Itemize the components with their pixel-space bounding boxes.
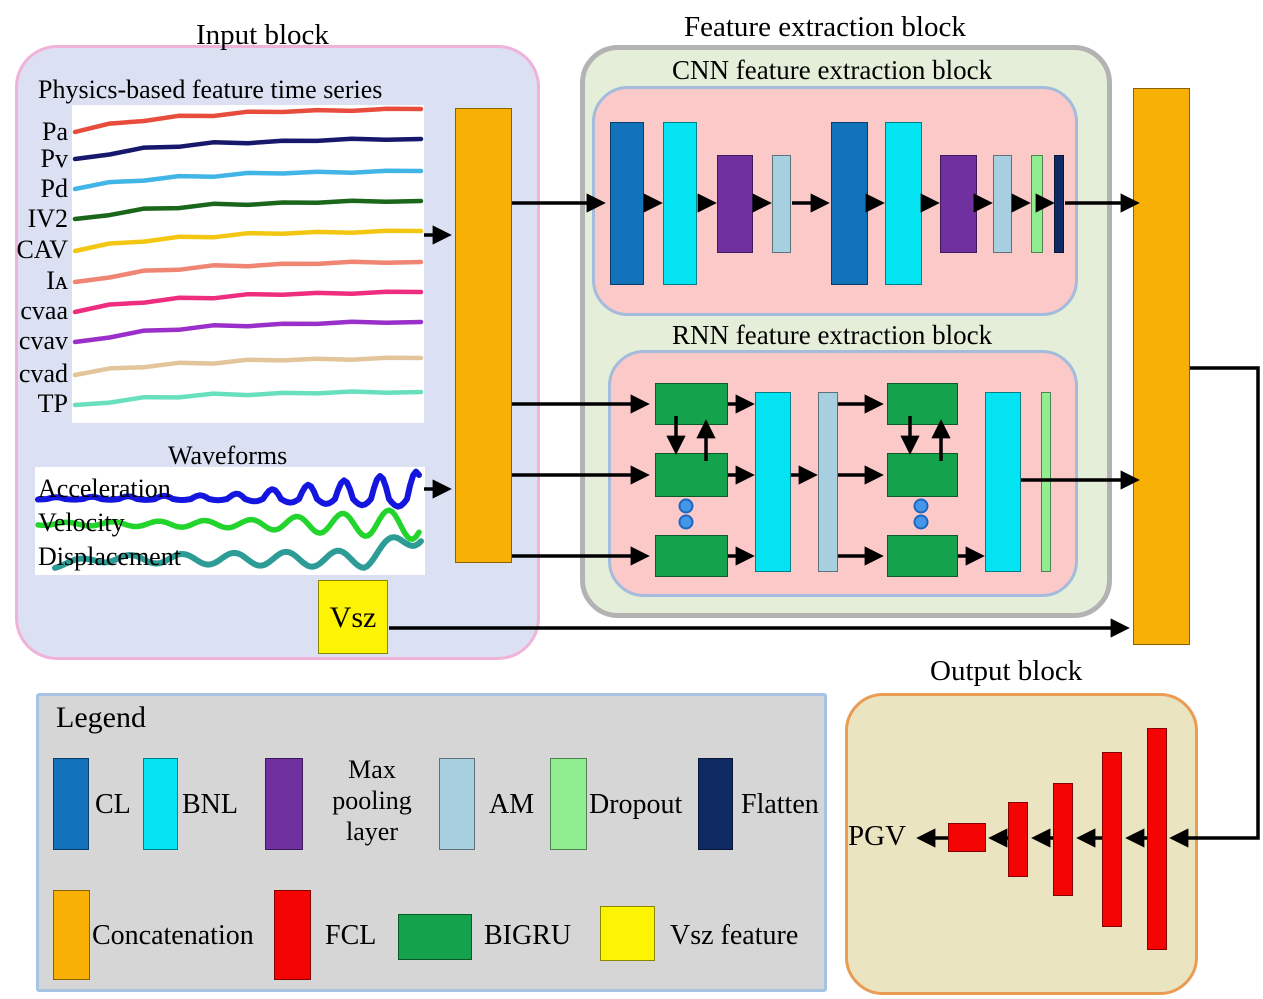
rnn-bigru-a2 [655,453,728,497]
legend-swatch-bigru [398,914,472,960]
rnn-bigru-b3 [887,535,958,577]
rnn-bigru-b1 [887,383,958,425]
ts-label-pa: Pa [42,117,68,146]
ts-label-cvaa: cvaa [20,296,68,325]
cnn-cl-bar-1 [610,122,644,285]
cnn-dropout-bar [1031,155,1043,253]
ts-label-tp: TP [37,389,68,418]
cnn-maxpool-bar-2 [940,155,977,253]
cnn-bnl-bar-1 [663,122,697,285]
ts-label-cvav: cvav [18,326,68,355]
legend-label-bigru: BIGRU [484,920,572,951]
legend-swatch-dropout [550,758,587,850]
ts-label-pd: Pd [40,174,68,203]
legend-swatch-am [439,758,475,850]
rnn-bigru-a3 [655,535,728,577]
feature-block-title: Feature extraction block [684,11,966,43]
legend-swatch-concatenation [53,890,90,980]
wf-label-acceleration: Acceleration [38,474,171,503]
rnn-bnl-bar-2 [985,392,1021,572]
waveform-lines [35,468,424,571]
cnn-block-title: CNN feature extraction block [672,55,993,85]
legend-swatch-maxpool [265,758,303,850]
concatenation-bar-main [1133,88,1190,645]
cnn-bnl-bar-2 [885,122,922,285]
legend-label-am: AM [489,789,535,820]
vsz-label: Vsz [329,601,377,634]
ts-label-iv2: IV2 [27,204,68,233]
legend-swatch-vsz [600,906,655,961]
cnn-am-bar-2 [993,155,1012,253]
timeseries-chart [72,105,424,423]
waveform-chart: Acceleration Velocity Displacement [35,467,425,575]
timeseries-lines [72,106,424,408]
output-fcl-bar-1 [948,823,986,852]
cnn-maxpool-bar-1 [717,155,753,253]
rnn-block-title: RNN feature extraction block [672,320,993,350]
legend-swatch-fcl [274,890,311,980]
output-block-title: Output block [930,655,1083,687]
legend-swatch-bnl [143,758,178,850]
pgv-label: PGV [848,820,907,852]
legend-title: Legend [56,701,146,734]
legend-label-bnl: BNL [182,789,238,820]
legend-label-dropout: Dropout [589,789,683,820]
timeseries-title: Physics-based feature time series [38,75,383,104]
ts-label-cav: CAV [16,235,68,264]
rnn-bigru-b2 [887,453,958,497]
input-block-title: Input block [196,19,329,51]
legend-label-maxpool: Max pooling layer [332,755,412,846]
legend-label-concatenation: Concatenation [92,920,254,951]
output-fcl-bar-4 [1102,752,1122,927]
rnn-bnl-bar-1 [755,392,791,572]
rnn-dropout-bar [1041,392,1051,572]
output-fcl-bar-5 [1147,728,1167,950]
legend-swatch-flatten [698,758,733,850]
rnn-am-bar [818,392,838,572]
rnn-bigru-a1 [655,383,728,425]
output-fcl-bar-3 [1053,783,1073,896]
cnn-am-bar-1 [772,155,791,253]
cnn-flatten-bar [1054,155,1064,253]
waveforms-title: Waveforms [168,441,288,470]
cnn-cl-bar-2 [831,122,868,285]
ts-label-cvad: cvad [18,359,68,388]
legend-label-vsz: Vsz feature [670,920,799,951]
wf-label-displacement: Displacement [38,542,181,571]
wf-label-velocity: Velocity [38,508,125,537]
vsz-feature-box: Vsz [318,580,388,654]
concatenation-bar-input [455,108,512,563]
legend-label-fcl: FCL [325,920,377,951]
ts-label-ia: Iᴀ [46,266,68,295]
output-fcl-bar-2 [1008,802,1028,877]
legend-swatch-cl [53,758,89,850]
legend-label-flatten: Flatten [741,789,819,820]
legend-label-cl: CL [95,789,131,820]
ts-label-pv: Pv [40,144,68,173]
